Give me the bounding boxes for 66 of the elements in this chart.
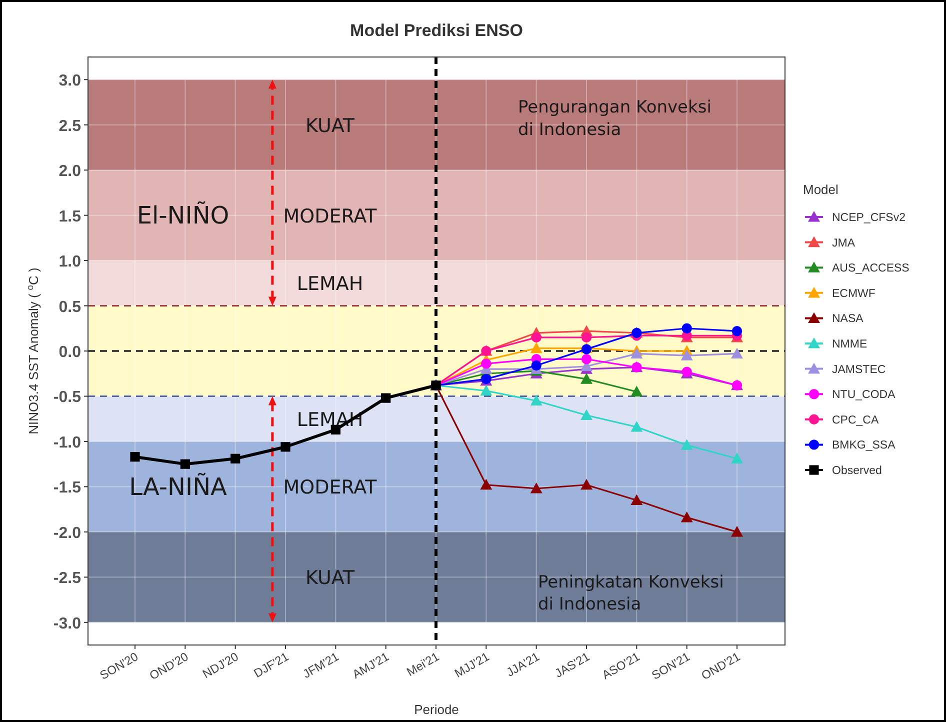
annotation: Pengurangan Konveksi di Indonesia [518,98,712,140]
legend-label: JAMSTEC [832,364,886,376]
point [581,354,592,364]
point [480,384,492,396]
y-tick-label: -1.0 [53,434,82,452]
legend-label: JMA [832,237,856,250]
point [731,526,743,537]
point [381,393,391,403]
y-tick-label: -0.5 [53,389,82,406]
legend-label: NTU_CODA [832,389,896,402]
legend-label: Observed [832,465,882,477]
y-tick-label: -2.5 [53,570,82,588]
band-label: KUAT [306,114,355,137]
legend-label: NCEP_CFSv2 [832,212,906,224]
point [531,360,542,371]
point [630,420,643,432]
legend-label: NASA [832,313,864,326]
point [680,511,693,522]
point [731,348,743,359]
band-label: MODERAT [283,476,378,499]
point [530,482,542,494]
y-tick-label: 0.5 [58,298,82,316]
y-tick-label: -1.5 [53,480,82,497]
point [481,358,492,369]
y-tick-label: -3.0 [53,615,82,632]
point [480,478,492,490]
point [682,323,692,334]
point [581,332,592,343]
point [530,342,542,354]
y-tick-label: 1.0 [58,254,82,271]
point [280,442,290,452]
point [580,478,592,490]
y-tick-label: 0.0 [58,344,82,361]
annotation: Peningkatan Konveksi di Indonesia [538,572,724,615]
point [531,332,542,343]
y-tick-label: 3.0 [58,72,82,90]
point [180,459,190,469]
x-axis-title: Periode [414,702,459,717]
legend-label: NMME [832,338,868,350]
point [680,439,693,450]
point [130,452,140,462]
legend-label: CPC_CA [832,414,879,426]
point [580,373,592,384]
band-label: MODERAT [283,205,378,228]
y-tick-label: -2.0 [53,524,82,542]
band-label: KUAT [306,567,355,590]
legend-label: BMKG_SSA [832,440,896,452]
band-label: LEMAH [296,273,364,296]
legend-label: ECMWF [832,288,876,300]
point [630,494,643,506]
y-tick-label: 2.0 [58,163,82,180]
point [731,452,743,464]
point [630,348,643,359]
point [630,386,643,397]
annotation: El-NIÑO [136,200,230,230]
point [580,409,592,420]
legend-title: Model [803,182,839,197]
legend-label: AUS_ACCESS [832,262,910,275]
point [530,394,542,406]
point [732,326,742,336]
chart-title: Model Prediksi ENSO [350,21,523,40]
point [680,350,693,360]
annotation: LA-NIÑA [129,472,228,502]
y-tick-label: 2.5 [58,118,82,135]
y-tick-label: 1.5 [58,208,82,226]
point [230,454,240,464]
